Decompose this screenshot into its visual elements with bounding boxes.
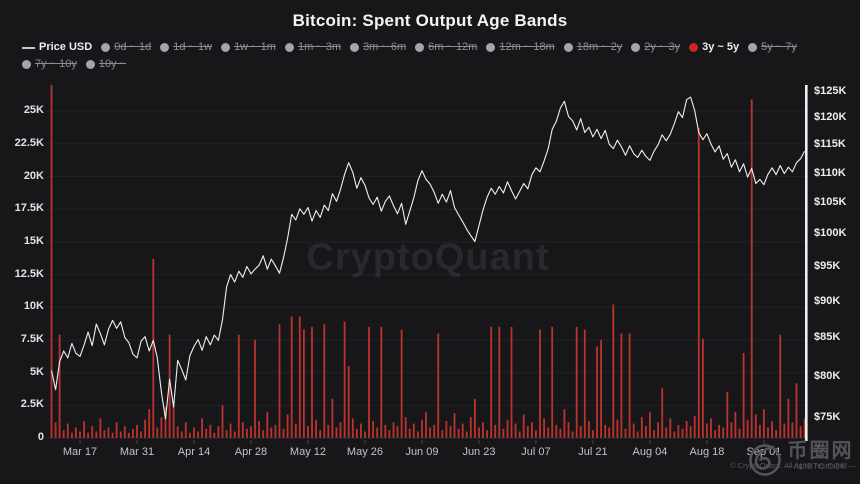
x-axis-label: Aug 04 (632, 446, 668, 458)
x-axis-label: Apr 14 (177, 446, 211, 458)
x-axis-label: May 26 (346, 446, 383, 458)
y-axis-label-left: 7.5K (20, 332, 44, 345)
y-axis-label-right: $90K (814, 294, 841, 307)
chart-title: Bitcoin: Spent Output Age Bands (292, 11, 568, 30)
legend-item-label: 1w ~ 1m (234, 41, 276, 53)
y-axis-label-right: $125K (814, 85, 847, 97)
legend: Price USD 0d ~ 1d 1d ~ 1w 1w ~ 1m 1m ~ 3m 3m … (22, 40, 844, 72)
legend-item-label: 12m ~ 18m (499, 41, 555, 53)
legend-item-label: 1m ~ 3m (297, 41, 342, 53)
legend-item-10y[interactable]: 10y ~ (85, 57, 127, 72)
x-axis-label: Jun 09 (405, 446, 439, 458)
age-band-bars (50, 85, 806, 439)
x-axis-label: Jul 07 (521, 446, 551, 458)
legend-dot-icon (22, 60, 31, 69)
y-axis-label-right: $120K (814, 111, 847, 124)
x-axis-label: Mar 31 (119, 446, 155, 458)
legend-item-2y-3y[interactable]: 2y ~ 3y (631, 40, 680, 55)
y-axis-label-left: 15K (23, 234, 44, 247)
legend-item-18m-2y[interactable]: 18m ~ 2y (563, 40, 623, 55)
y-axis-label-right: $95K (814, 260, 841, 273)
legend-item-label: 3y ~ 5y (702, 41, 740, 53)
site-logo: 币圈网 —ALIBTC.COM— (746, 440, 856, 478)
legend-dot-icon (221, 43, 231, 52)
x-axis-label: Jun 23 (462, 446, 496, 458)
legend-item-3y-5y[interactable]: 3y ~ 5y (689, 40, 739, 55)
y-axis-label-left: 2.5K (20, 398, 44, 411)
cryptoquant-watermark: CryptoQuant (306, 236, 550, 279)
y-axis-label-left: 17.5K (14, 202, 44, 215)
x-axis-label: Apr 28 (234, 446, 268, 458)
x-axis-label: Mar 17 (62, 446, 98, 458)
legend-item-label: 3m ~ 6m (363, 41, 407, 53)
legend-dot-icon (350, 43, 360, 52)
site-logo-text: 币圈网 (787, 440, 854, 462)
y-axis-label-left: 12.5K (14, 267, 44, 280)
gridlines (46, 110, 806, 439)
y-axis-label-left: 25K (23, 104, 44, 117)
legend-item-price-usd[interactable]: Price USD (22, 40, 92, 55)
legend-item-1m-3m[interactable]: 1m ~ 3m (284, 40, 342, 55)
legend-dot-icon (748, 43, 758, 52)
legend-item-label: 6m ~ 12m (428, 41, 478, 53)
legend-item-label: 10y ~ (98, 58, 127, 70)
site-logo-url: —ALIBTC.COM— (785, 462, 856, 471)
copyright-text: © CryptoQuant. All rights reserved (730, 461, 844, 470)
legend-item-3m-6m[interactable]: 3m ~ 6m (350, 40, 406, 55)
legend-dot-icon (160, 43, 170, 52)
y-axis-label-left: 0 (37, 431, 44, 443)
legend-item-12m-18m[interactable]: 12m ~ 18m (486, 40, 555, 55)
x-axis-label: Aug 18 (689, 446, 725, 458)
legend-item-label: 5y ~ 7y (761, 41, 797, 53)
y-axis-label-right: $115K (814, 138, 846, 151)
legend-dot-icon (631, 43, 641, 52)
site-logo-icon (749, 444, 781, 476)
y-axis-label-right: $80K (814, 369, 841, 382)
legend-dot-icon (284, 43, 294, 52)
legend-item-6m-12m[interactable]: 6m ~ 12m (415, 40, 477, 55)
legend-item-label: Price USD (39, 41, 93, 53)
x-axis-label: May 12 (289, 446, 327, 458)
legend-item-label: 18m ~ 2y (576, 41, 623, 53)
legend-item-label: 1d ~ 1w (173, 41, 213, 53)
legend-item-label: 0d ~ 1d (114, 41, 152, 53)
legend-dot-icon (563, 43, 573, 52)
legend-item-1d-1w[interactable]: 1d ~ 1w (160, 40, 212, 55)
price-line (50, 96, 806, 420)
y-axis-label-left: 10K (23, 300, 44, 313)
legend-item-7y-10y[interactable]: 7y ~ 10y (22, 57, 77, 72)
x-axis-label: Jul 21 (578, 446, 608, 458)
legend-item-5y-7y[interactable]: 5y ~ 7y (748, 40, 797, 55)
y-axis-label-left: 20K (23, 169, 44, 182)
legend-item-label: 2y ~ 3y (644, 41, 681, 53)
y-axis-label-right: $75K (814, 411, 841, 423)
legend-dot-icon (101, 43, 111, 52)
y-axis-label-left: 5K (29, 365, 44, 378)
y-axis-label-right: $105K (814, 196, 847, 209)
y-axis-label-right: $85K (814, 331, 841, 344)
y-axis-label-left: 22.5K (14, 136, 44, 149)
right-axis-line (805, 85, 808, 441)
legend-item-0d-1d[interactable]: 0d ~ 1d (101, 40, 151, 55)
x-axis-ticks (79, 440, 765, 444)
y-axis-label-right: $100K (814, 227, 847, 240)
y-axis-label-right: $110K (814, 166, 846, 179)
legend-dot-icon (85, 60, 95, 69)
legend-item-label: 7y ~ 10y (35, 58, 77, 70)
legend-dot-icon (486, 43, 496, 52)
legend-dot-icon (415, 43, 425, 52)
legend-line-marker-icon (22, 46, 35, 49)
legend-item-1w-1m[interactable]: 1w ~ 1m (221, 40, 276, 55)
legend-dot-icon (689, 43, 699, 52)
